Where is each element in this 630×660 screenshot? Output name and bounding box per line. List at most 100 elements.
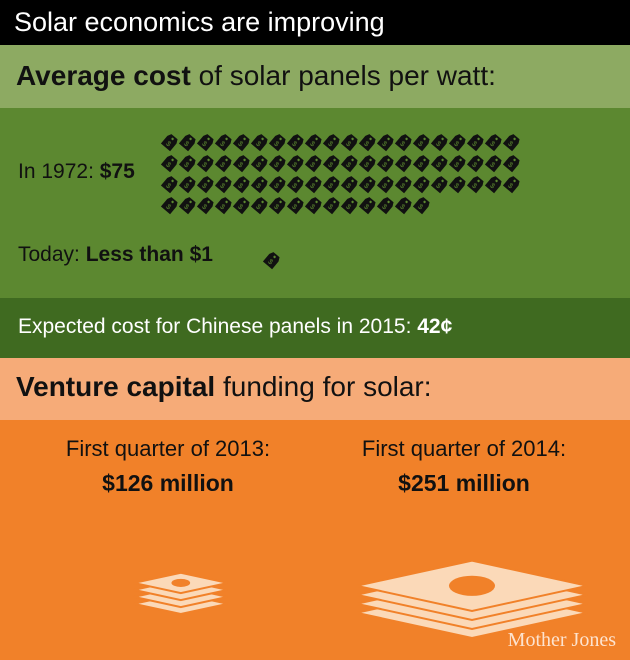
- svg-text:$: $: [488, 182, 496, 190]
- price-tag-icon: $: [214, 155, 232, 173]
- svg-text:$: $: [182, 182, 190, 190]
- svg-text:$: $: [272, 203, 280, 211]
- svg-text:$: $: [344, 161, 352, 169]
- svg-text:$: $: [290, 182, 298, 190]
- price-tag-icon: $: [268, 155, 286, 173]
- svg-text:$: $: [272, 182, 280, 190]
- vc-section-body: First quarter of 2013: $126 million Firs…: [0, 420, 630, 660]
- price-tag-icon: $: [250, 197, 268, 215]
- svg-text:$: $: [434, 161, 442, 169]
- price-tag-icon: $: [250, 134, 268, 152]
- price-tag-icon: $: [232, 155, 250, 173]
- price-tag-icon: $: [178, 197, 196, 215]
- price-tag-icon: $: [178, 155, 196, 173]
- svg-text:$: $: [434, 140, 442, 148]
- price-tag-icon: $: [412, 155, 430, 173]
- tags-today-pictograph: $: [262, 252, 280, 270]
- price-tag-icon: $: [178, 134, 196, 152]
- svg-text:$: $: [218, 203, 226, 211]
- svg-text:$: $: [452, 161, 460, 169]
- svg-text:$: $: [254, 140, 262, 148]
- svg-text:$: $: [254, 203, 262, 211]
- price-tag-icon: $: [484, 176, 502, 194]
- price-tag-icon: $: [340, 155, 358, 173]
- q2013-label: First quarter of 2013:: [65, 436, 271, 461]
- row-1972-value: $75: [99, 160, 135, 183]
- svg-text:$: $: [488, 140, 496, 148]
- price-tag-icon: $: [214, 134, 232, 152]
- price-tag-icon: $: [214, 176, 232, 194]
- price-tag-icon: $: [160, 155, 178, 173]
- price-tag-icon: $: [430, 176, 448, 194]
- price-tag-icon: $: [286, 155, 304, 173]
- vc-header-bold: Venture capital: [16, 371, 216, 402]
- price-tag-icon: $: [502, 155, 520, 173]
- svg-text:$: $: [380, 140, 388, 148]
- vc-header-rest: funding for solar:: [215, 371, 432, 402]
- svg-text:$: $: [506, 140, 514, 148]
- price-tag-icon: $: [376, 155, 394, 173]
- svg-text:$: $: [182, 203, 190, 211]
- price-tag-icon: $: [196, 197, 214, 215]
- price-tag-icon: $: [196, 155, 214, 173]
- row-1972: In 1972: $75: [18, 160, 135, 184]
- row-today-label: Today:: [18, 243, 86, 266]
- price-tag-icon: $: [268, 197, 286, 215]
- price-tag-icon: $: [232, 134, 250, 152]
- money-stack-2013-icon: [133, 571, 228, 616]
- svg-text:$: $: [362, 203, 370, 211]
- svg-text:$: $: [326, 182, 334, 190]
- vc-section-header: Venture capital funding for solar:: [0, 358, 630, 420]
- price-tag-icon: $: [322, 155, 340, 173]
- price-tag-icon: $: [232, 197, 250, 215]
- svg-text:$: $: [398, 140, 406, 148]
- svg-text:$: $: [452, 182, 460, 190]
- price-tag-icon: $: [232, 176, 250, 194]
- price-tag-icon: $: [448, 155, 466, 173]
- price-tag-icon: $: [412, 134, 430, 152]
- svg-text:$: $: [200, 182, 208, 190]
- svg-text:$: $: [236, 161, 244, 169]
- svg-text:$: $: [254, 182, 262, 190]
- svg-text:$: $: [470, 140, 478, 148]
- svg-text:$: $: [470, 182, 478, 190]
- price-tag-icon: $: [322, 176, 340, 194]
- price-tag-icon: $: [376, 197, 394, 215]
- price-tag-icon: $: [484, 155, 502, 173]
- svg-text:$: $: [416, 182, 424, 190]
- svg-text:$: $: [344, 140, 352, 148]
- svg-text:$: $: [380, 203, 388, 211]
- svg-text:$: $: [362, 161, 370, 169]
- svg-text:$: $: [398, 203, 406, 211]
- chinese-cost-value: 42¢: [417, 315, 453, 338]
- svg-text:$: $: [182, 161, 190, 169]
- svg-text:$: $: [326, 140, 334, 148]
- price-tag-icon: $: [286, 134, 304, 152]
- price-tag-icon: $: [268, 176, 286, 194]
- price-tag-icon: $: [286, 176, 304, 194]
- svg-text:$: $: [290, 203, 298, 211]
- price-tag-icon: $: [466, 155, 484, 173]
- svg-text:$: $: [266, 258, 274, 266]
- svg-text:$: $: [470, 161, 478, 169]
- svg-text:$: $: [164, 182, 172, 190]
- svg-text:$: $: [398, 182, 406, 190]
- chinese-cost-label: Expected cost for Chinese panels in 2015…: [18, 315, 418, 338]
- price-tag-icon: $: [250, 176, 268, 194]
- svg-text:$: $: [506, 182, 514, 190]
- price-tag-icon: $: [502, 134, 520, 152]
- svg-text:$: $: [326, 203, 334, 211]
- svg-text:$: $: [254, 161, 262, 169]
- svg-text:$: $: [164, 161, 172, 169]
- svg-text:$: $: [380, 161, 388, 169]
- svg-text:$: $: [272, 161, 280, 169]
- price-tag-icon: $: [250, 155, 268, 173]
- svg-text:$: $: [182, 140, 190, 148]
- svg-text:$: $: [362, 140, 370, 148]
- price-tag-icon: $: [160, 176, 178, 194]
- row-today-value: Less than $1: [85, 243, 213, 266]
- row-1972-label: In 1972:: [18, 160, 100, 183]
- svg-text:$: $: [200, 140, 208, 148]
- price-tag-icon: $: [466, 176, 484, 194]
- price-tag-icon: $: [394, 197, 412, 215]
